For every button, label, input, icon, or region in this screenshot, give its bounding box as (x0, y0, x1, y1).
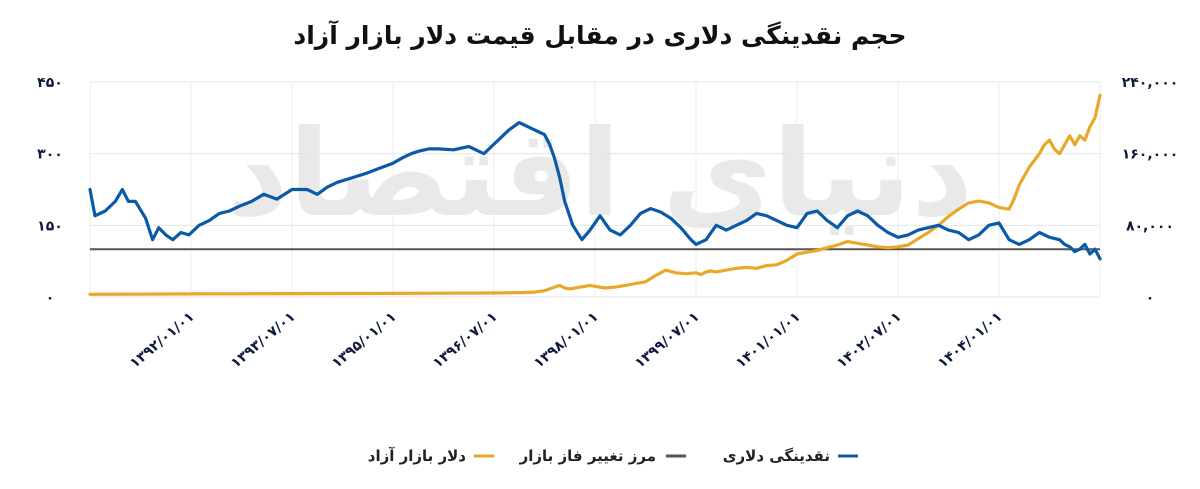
y-left-tick-label: ۱۵۰ (37, 218, 63, 234)
x-tick-label: ۱۳۹۲/۰۱/۰۱ (127, 309, 197, 372)
y-axis-right: ۰ ۸۰,۰۰۰ ۱۶۰,۰۰۰ ۲۴۰,۰۰۰ (1122, 75, 1179, 306)
y-right-tick-label: ۲۴۰,۰۰۰ (1122, 75, 1179, 91)
x-tick-label: ۱۳۹۳/۰۷/۰۱ (228, 309, 298, 372)
x-tick-label: ۱۳۹۶/۰۷/۰۱ (430, 309, 500, 372)
x-tick-label: ۱۴۰۴/۰۱/۰۱ (935, 309, 1005, 372)
x-tick-label: ۱۳۹۸/۰۱/۰۱ (531, 309, 601, 372)
legend-label: مرز تغییر فاز بازار (519, 447, 656, 465)
y-right-tick-label: ۰ (1146, 290, 1155, 306)
series-line-dollar-liquidity (88, 120, 1102, 261)
legend-label: نقدینگی دلاری (723, 447, 830, 465)
x-axis: ۱۳۹۲/۰۱/۰۱ ۱۳۹۳/۰۷/۰۱ ۱۳۹۵/۰۱/۰۱ ۱۳۹۶/۰۷/۰۱… (127, 309, 1005, 372)
x-tick-label: ۱۳۹۹/۰۷/۰۱ (632, 309, 702, 372)
legend-label: دلار بازار آزاد (368, 447, 467, 465)
y-right-tick-label: ۱۶۰,۰۰۰ (1122, 147, 1179, 163)
legend: نقدینگی دلاری مرز تغییر فاز بازار دلار باز… (368, 447, 858, 465)
y-left-tick-label: ۴۵۰ (37, 75, 63, 91)
chart-title: حجم نقدینگی دلاری در مقابل قیمت دلار باز… (293, 20, 906, 50)
x-tick-label: ۱۳۹۵/۰۱/۰۱ (329, 309, 399, 372)
y-axis-left: ۰ ۱۵۰ ۳۰۰ ۴۵۰ (37, 75, 63, 306)
y-left-tick-label: ۳۰۰ (37, 147, 63, 163)
y-right-tick-label: ۸۰,۰۰۰ (1126, 218, 1174, 234)
watermark: دنیای اقتصاد (227, 105, 973, 244)
x-tick-label: ۱۴۰۲/۰۷/۰۱ (834, 309, 904, 372)
series-line-free-market-dollar (88, 93, 1102, 296)
series-layer (88, 93, 1102, 296)
x-tick-label: ۱۴۰۱/۰۱/۰۱ (733, 309, 803, 372)
grid (89, 81, 1101, 298)
y-left-tick-label: ۰ (46, 290, 55, 306)
